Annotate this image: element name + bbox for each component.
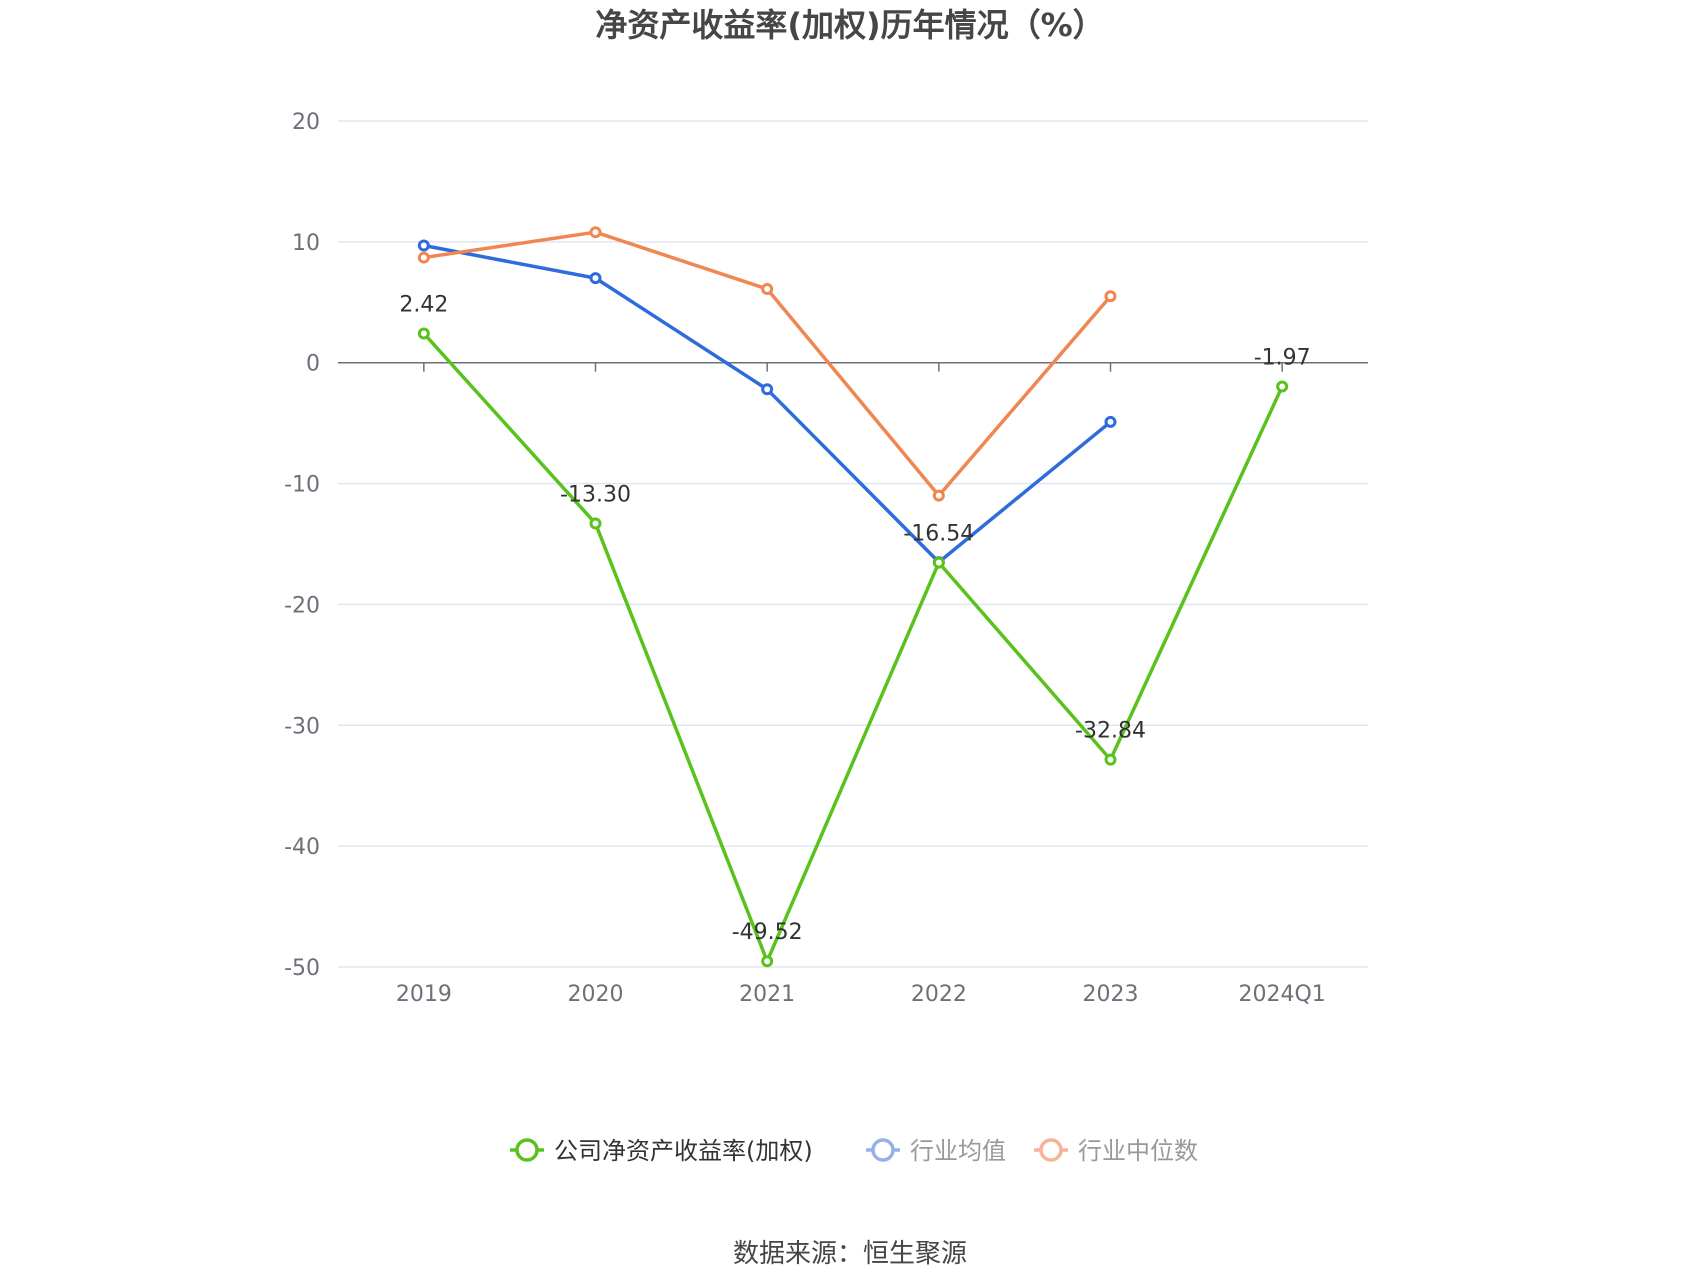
x-tick-label: 2021 <box>739 982 795 1007</box>
y-tick-label: -10 <box>284 473 320 498</box>
data-point-2 <box>932 489 945 502</box>
data-point-0 <box>1276 380 1289 393</box>
data-labels: 2.42 -13.30 -49.52 -16.54 -32.84 -1.97 <box>399 292 1310 945</box>
legend-item-0[interactable]: 公司净资产收益率(加权) <box>510 1137 813 1165</box>
legend[interactable]: 公司净资产收益率(加权) 行业均值 行业中位数 <box>510 1137 1198 1165</box>
data-point-2 <box>589 226 602 239</box>
x-tick-label: 2022 <box>911 982 967 1007</box>
x-tick-label: 2024Q1 <box>1239 982 1326 1007</box>
data-point-2 <box>417 251 430 264</box>
legend-item-1[interactable]: 行业均值 <box>866 1137 1006 1165</box>
grid <box>338 120 1368 968</box>
data-label: -13.30 <box>560 482 631 507</box>
data-label: -1.97 <box>1254 346 1311 371</box>
data-label: -32.84 <box>1075 719 1146 744</box>
series-layer <box>417 226 1289 968</box>
legend-marker-icon <box>515 1138 539 1162</box>
legend-item-2[interactable]: 行业中位数 <box>1034 1137 1198 1165</box>
data-point-1 <box>589 272 602 285</box>
data-point-1 <box>761 383 774 396</box>
data-label: 2.42 <box>399 292 448 317</box>
source-text: 数据来源：恒生聚源 <box>733 1239 967 1269</box>
legend-marker-icon <box>871 1138 895 1162</box>
data-point-2 <box>761 282 774 295</box>
y-tick-label: -20 <box>284 593 320 618</box>
data-point-1 <box>417 239 430 252</box>
legend-label: 公司净资产收益率(加权) <box>554 1137 813 1165</box>
legend-marker-icon <box>1039 1138 1063 1162</box>
data-point-2 <box>1104 290 1117 303</box>
y-tick-label: -30 <box>284 714 320 739</box>
y-tick-label: -50 <box>284 956 320 981</box>
x-tick-label: 2019 <box>396 982 452 1007</box>
y-tick-label: 10 <box>292 231 320 256</box>
data-point-0 <box>761 955 774 968</box>
x-tick-label: 2020 <box>568 982 624 1007</box>
chart-title: 净资产收益率(加权)历年情况（%） <box>595 6 1104 44</box>
y-tick-label: -40 <box>284 835 320 860</box>
legend-label: 行业均值 <box>910 1137 1006 1165</box>
y-tick-label: 0 <box>306 352 320 377</box>
data-point-1 <box>1104 415 1117 428</box>
y-tick-label: 20 <box>292 110 320 135</box>
y-axis: 20 10 0 -10 -20 -30 -40 -50 <box>284 110 320 981</box>
x-axis: 2019 2020 2021 2022 2023 2024Q1 <box>338 361 1368 1007</box>
x-tick-label: 2023 <box>1083 982 1139 1007</box>
data-label: -49.52 <box>732 920 803 945</box>
data-point-0 <box>932 556 945 569</box>
legend-label: 行业中位数 <box>1078 1137 1198 1165</box>
data-point-0 <box>417 327 430 340</box>
series-line-0 <box>422 332 1284 963</box>
data-point-0 <box>589 517 602 530</box>
data-label: -16.54 <box>903 522 974 547</box>
data-point-0 <box>1104 753 1117 766</box>
